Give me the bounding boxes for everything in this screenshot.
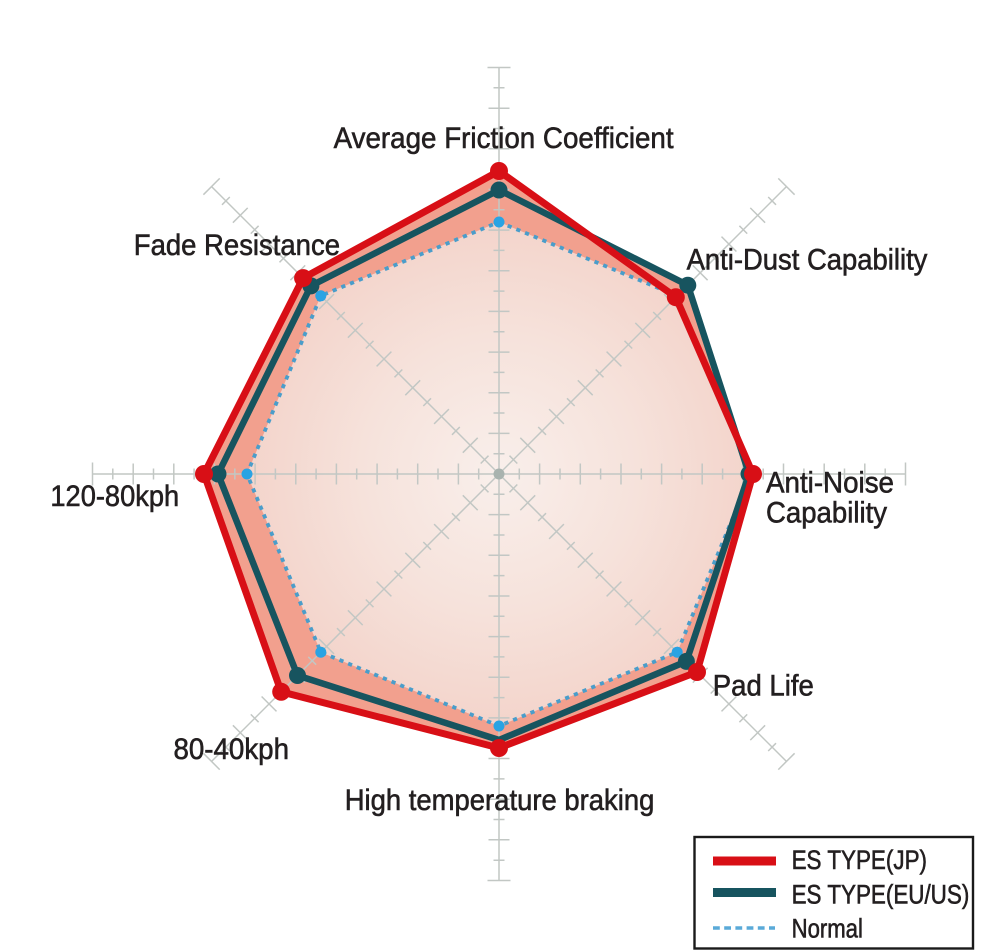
svg-text:ES TYPE(EU/US): ES TYPE(EU/US) — [792, 879, 970, 909]
svg-text:High temperature braking: High temperature braking — [345, 784, 655, 817]
svg-text:Normal: Normal — [792, 913, 863, 943]
svg-text:120-80kph: 120-80kph — [50, 480, 179, 513]
svg-text:Fade Resistance: Fade Resistance — [134, 229, 340, 262]
svg-text:Average Friction Coefficient: Average Friction Coefficient — [334, 122, 675, 155]
svg-text:Capability: Capability — [766, 496, 887, 529]
svg-text:ES TYPE(JP): ES TYPE(JP) — [792, 845, 927, 875]
svg-text:Pad Life: Pad Life — [713, 669, 814, 702]
svg-text:Anti-Noise: Anti-Noise — [766, 466, 894, 499]
svg-text:Anti-Dust Capability: Anti-Dust Capability — [687, 244, 928, 277]
svg-text:80-40kph: 80-40kph — [174, 733, 290, 766]
